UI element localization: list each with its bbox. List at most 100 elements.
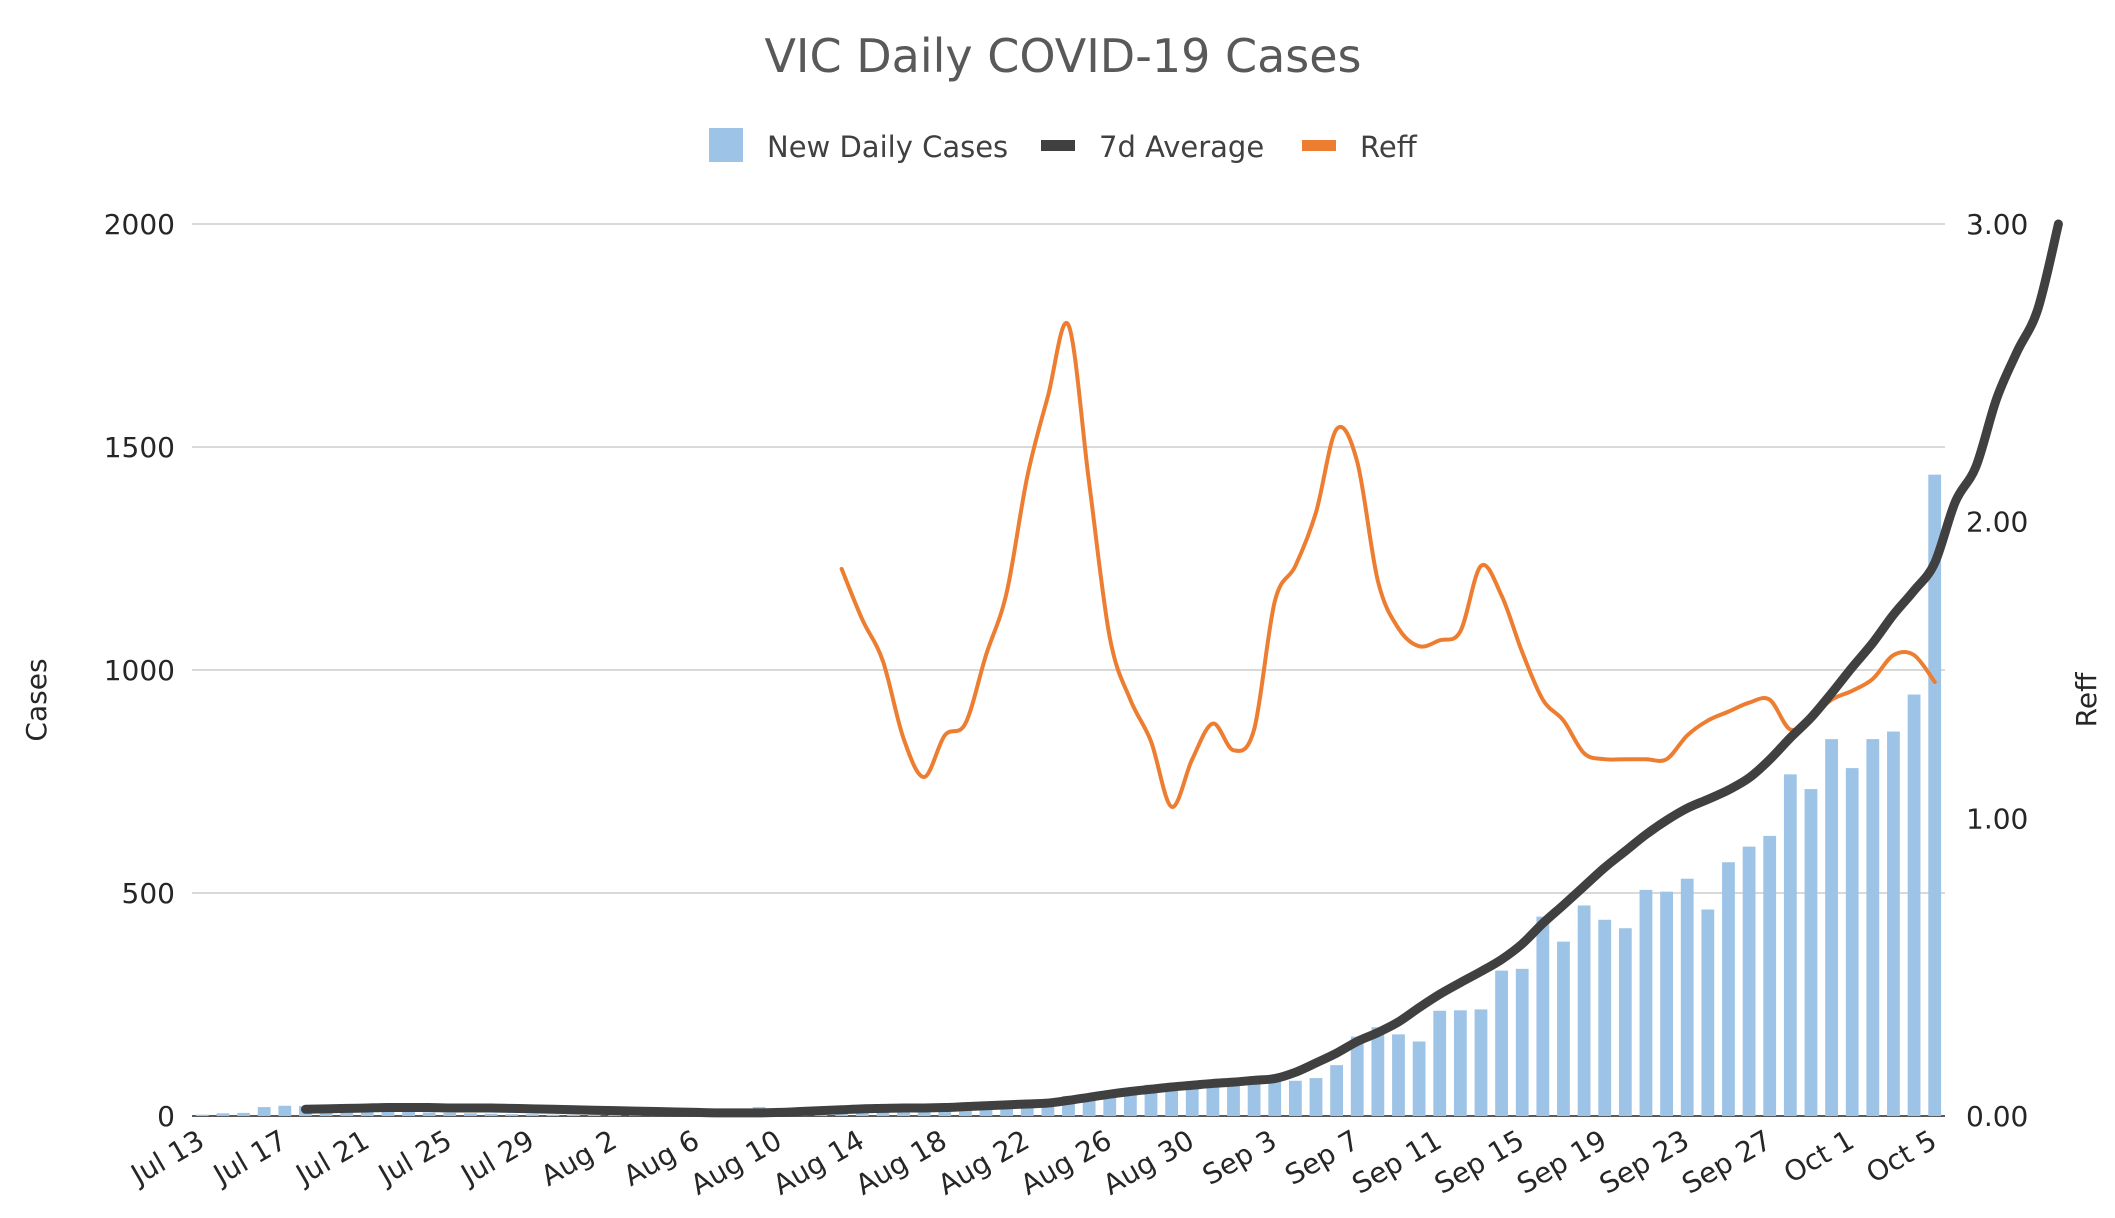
y-tick-label-right: 0.00 (1966, 1100, 2028, 1133)
x-tick-label: Sep 3 (1197, 1123, 1282, 1191)
x-tick-label: Jul 17 (206, 1123, 292, 1192)
bar (505, 1114, 519, 1116)
legend-swatch-reff (1302, 140, 1336, 151)
bar (484, 1113, 498, 1116)
x-tick-label: Jul 29 (454, 1123, 540, 1192)
x-tick-label: Sep 27 (1676, 1123, 1777, 1200)
series-line-reff (839, 320, 1937, 809)
bar (381, 1111, 395, 1116)
bar (1515, 968, 1529, 1116)
bar (1371, 1027, 1385, 1116)
y-tick-label-right: 3.00 (1966, 208, 2028, 241)
y-tick-label-left: 1000 (104, 654, 175, 687)
x-tick-label: Aug 30 (1097, 1123, 1199, 1201)
y-tick-label-left: 500 (122, 877, 175, 910)
lines (300, 219, 2063, 1118)
bar (237, 1112, 250, 1116)
bar (1392, 1034, 1405, 1116)
bar (1722, 862, 1735, 1116)
legend-swatch-7d-average (1041, 140, 1075, 151)
x-tick-label: Aug 14 (767, 1123, 869, 1201)
bar (1618, 928, 1632, 1116)
legend-label-reff: Reff (1360, 130, 1418, 164)
legend: New Daily Cases 7d Average Reff (709, 128, 1418, 164)
legend-label-new-daily-cases: New Daily Cases (767, 130, 1008, 164)
bar (1660, 891, 1673, 1116)
legend-label-7d-average: 7d Average (1099, 130, 1264, 164)
bar (1783, 774, 1797, 1116)
bar (1433, 1010, 1447, 1116)
y-tick-label-right: 2.00 (1966, 505, 2028, 538)
bar (257, 1107, 271, 1116)
bar (1000, 1106, 1014, 1116)
bar (422, 1112, 436, 1116)
x-tick-label: Aug 18 (850, 1123, 952, 1201)
legend-swatch-new-daily-cases (709, 128, 743, 162)
x-tick-label: Aug 10 (685, 1123, 787, 1201)
y-ticks-left: 0 500 1000 1500 2000 (104, 208, 175, 1133)
bar (1165, 1090, 1179, 1116)
bar (938, 1108, 952, 1116)
bar (567, 1114, 580, 1116)
x-tick-label: Sep 11 (1346, 1123, 1447, 1200)
x-tick-label: Oct 5 (1861, 1123, 1943, 1189)
bar (1474, 1009, 1488, 1116)
series-line-7d-average (300, 219, 2063, 1118)
x-tick-label: Sep 23 (1594, 1123, 1695, 1200)
bar (1309, 1078, 1323, 1116)
bar (525, 1114, 539, 1116)
x-tick-label: Aug 22 (932, 1123, 1034, 1201)
x-tick-label: Jul 25 (371, 1123, 457, 1192)
bar (1866, 739, 1880, 1116)
bar (360, 1110, 374, 1116)
bar (216, 1113, 230, 1116)
bar (1185, 1088, 1199, 1116)
bar (1825, 739, 1838, 1116)
bar (1020, 1105, 1034, 1116)
bar (897, 1109, 910, 1116)
bar (979, 1107, 993, 1116)
bar (1742, 846, 1756, 1116)
y-ticks-right: 0.00 1.00 2.00 3.00 (1966, 208, 2028, 1133)
bar (1928, 474, 1942, 1117)
bar (1330, 1065, 1343, 1116)
bar (402, 1111, 415, 1116)
bar (1680, 878, 1694, 1116)
y-tick-label-right: 1.00 (1966, 803, 2028, 836)
bars-new-daily-cases (195, 474, 1942, 1117)
x-tick-label: Jul 13 (124, 1123, 210, 1192)
bar (546, 1114, 560, 1116)
bar (1887, 731, 1900, 1116)
bar (195, 1114, 209, 1116)
bar (1453, 1010, 1467, 1116)
gridlines (192, 223, 1945, 1117)
y-tick-label-left: 2000 (104, 208, 175, 241)
bar (443, 1112, 457, 1116)
y-tick-label-left: 0 (157, 1100, 175, 1133)
bar (1804, 789, 1818, 1116)
bar (1227, 1082, 1240, 1116)
bar (1495, 970, 1508, 1116)
y-axis-title-left: Cases (20, 658, 53, 741)
bar (1288, 1080, 1302, 1116)
bar (917, 1109, 931, 1116)
bar (1247, 1082, 1261, 1116)
x-tick-label: Aug 2 (535, 1123, 622, 1192)
bar (1206, 1084, 1220, 1116)
bar (278, 1105, 292, 1116)
bar (1412, 1041, 1426, 1116)
bar (1639, 889, 1653, 1116)
x-tick-label: Jul 21 (289, 1123, 375, 1192)
y-tick-label-left: 1500 (104, 431, 175, 464)
bar (1701, 909, 1715, 1116)
x-tick-label: Oct 1 (1778, 1123, 1860, 1189)
bar (587, 1114, 601, 1116)
bar (1598, 919, 1612, 1116)
bar (1268, 1075, 1282, 1116)
bar (958, 1107, 972, 1116)
x-tick-label: Aug 26 (1015, 1123, 1117, 1201)
x-tick-label: Sep 15 (1429, 1123, 1530, 1200)
